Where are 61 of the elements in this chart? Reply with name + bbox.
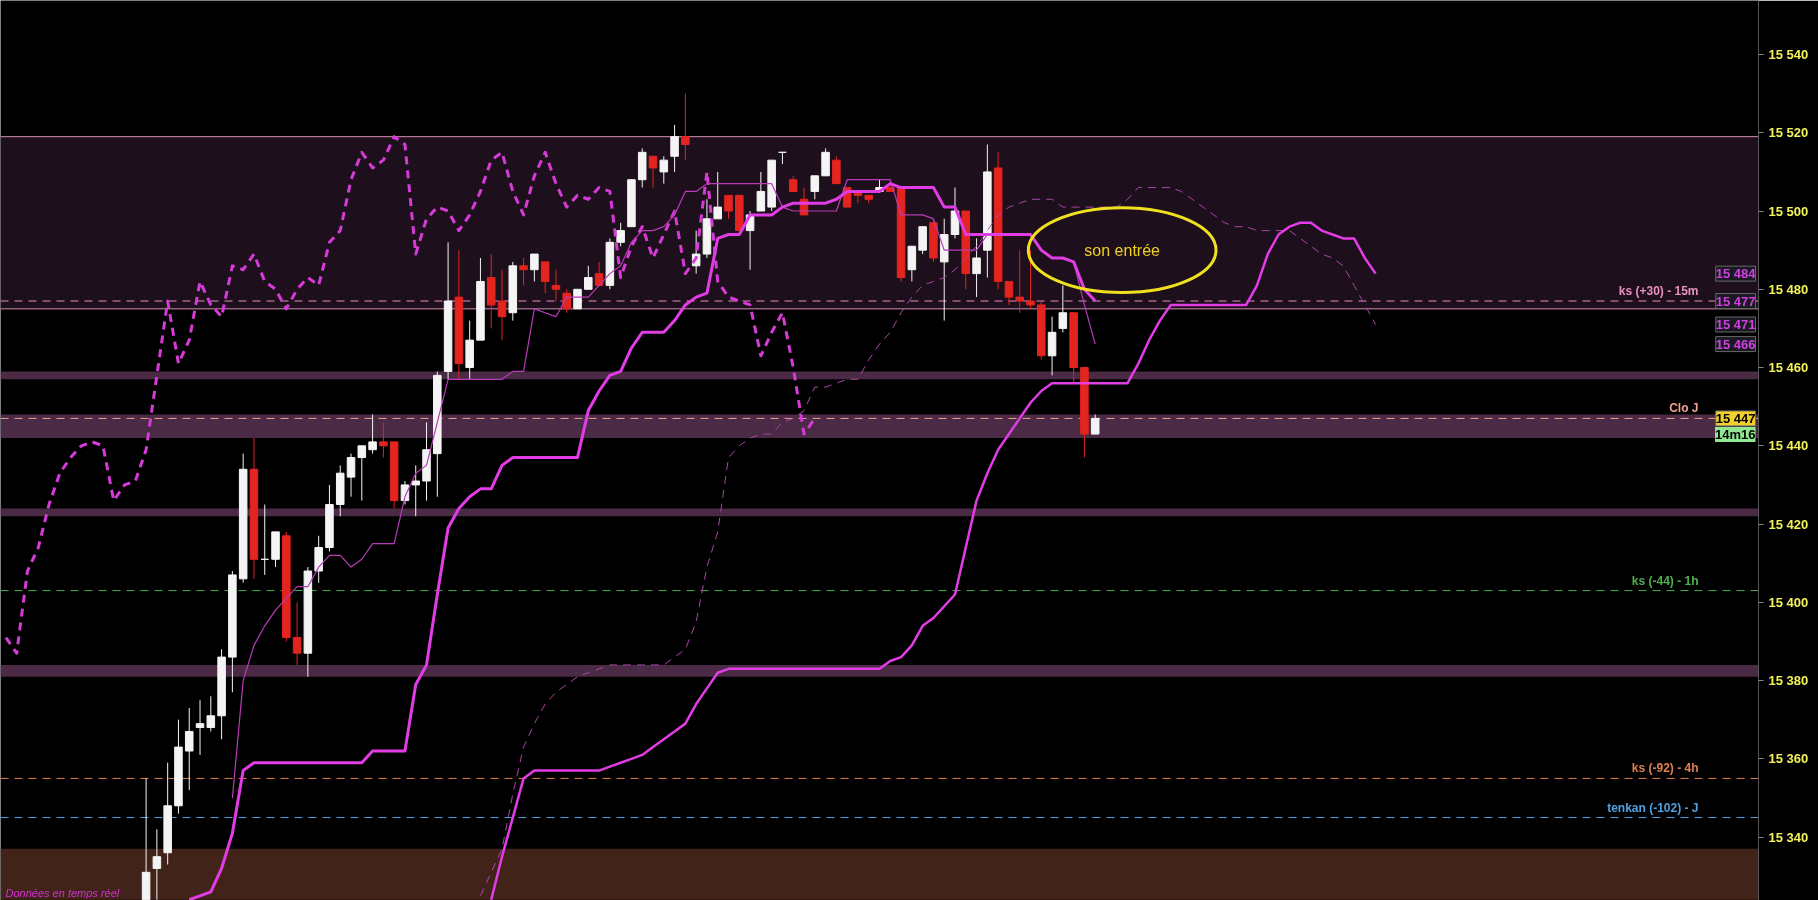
y-tick-label: 15 380 [1768,673,1809,689]
y-tick-label: 15 480 [1768,281,1809,297]
candlestick [195,699,205,756]
candlestick [368,414,377,455]
candlestick [206,695,216,732]
annotation: Données en temps réel [5,886,120,899]
annotation: 15 447 [1715,410,1756,426]
candlestick [713,171,722,220]
y-tick-label: 15 360 [1768,751,1809,767]
ref-line-label: ks (-92) - 4h [1631,761,1699,776]
candlestick [821,147,830,177]
candlestick [357,445,367,502]
candlestick [724,194,733,220]
candlestick [918,226,927,255]
candlestick [681,93,690,161]
line-series [4,135,817,655]
candlestick [314,535,323,584]
candlestick [292,601,302,666]
y-tick-label: 15 440 [1768,438,1809,454]
y-tick-label: 15 420 [1768,516,1809,532]
candlestick [659,155,669,185]
candlestick [616,222,625,247]
candlestick [648,155,658,189]
candlestick [670,124,679,173]
candlestick [584,265,593,290]
candlestick [810,175,820,200]
candlestick [540,261,550,294]
y-tick-label: 15 500 [1768,203,1809,219]
y-tick-label: 15 540 [1768,47,1809,62]
candlestick [1015,249,1024,314]
annotation: 15 471 [1715,317,1756,332]
annotation: 14m16 [1715,426,1756,442]
candlestick [184,707,194,791]
candlestick [497,269,507,341]
ref-line-label: tenkan (-102) - J [1607,800,1699,815]
candlestick [972,237,981,298]
candlestick [1058,284,1068,333]
candlestick [1090,414,1100,435]
y-tick-label: 15 460 [1768,360,1809,376]
candlestick [1026,249,1035,310]
y-tick-label: 15 400 [1768,594,1809,610]
candlestick [379,421,388,459]
candlestick [530,253,539,282]
candlestick [152,828,162,900]
annotation: 15 484 [1715,266,1757,282]
y-tick-label: 15 520 [1768,125,1809,141]
candlestick [1047,316,1057,376]
candlestick [756,171,766,212]
ref-line-label: Clo J [1669,401,1699,416]
candlestick [832,155,841,185]
y-tick-label: 15 340 [1768,829,1809,845]
candlestick [551,269,561,302]
ref-line-label: ks (-44) - 1h [1631,573,1699,588]
ref-line-label: ks (+30) - 15m [1618,284,1699,299]
annotation: son entrée [1084,241,1161,259]
candlestick [907,245,917,282]
candlestick [519,257,528,286]
annotation: 15 466 [1715,336,1756,352]
annotation: 15 477 [1715,293,1756,309]
candlestick [411,464,421,517]
candlestick [346,453,356,498]
